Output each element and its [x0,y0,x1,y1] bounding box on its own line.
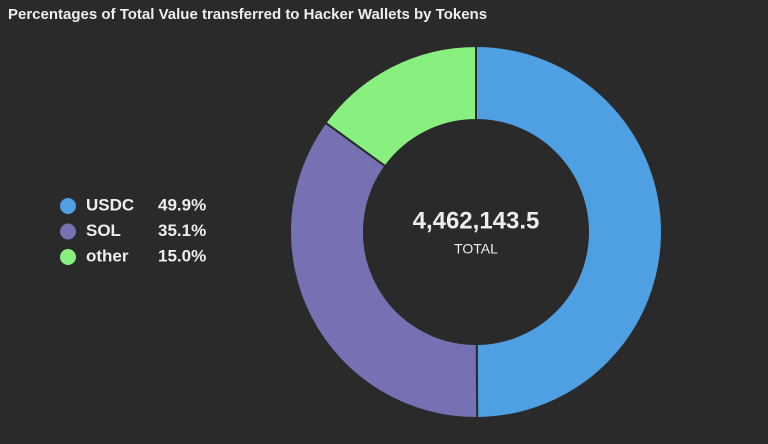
legend-marker [60,223,76,240]
chart-title: Percentages of Total Value transferred t… [8,6,487,23]
legend-value: 15.0% [158,246,206,265]
center-label: TOTAL [454,241,498,257]
legend-label: other [86,246,129,265]
legend-label: USDC [86,195,134,214]
center-value: 4,462,143.5 [413,207,540,234]
legend-marker [60,198,76,214]
donut-slice [324,44,477,168]
legend-value: 49.9% [158,195,206,214]
legend-label: SOL [86,221,121,240]
donut-slice [475,44,663,420]
legend-marker [60,249,76,265]
legend-value: 35.1% [158,221,206,240]
donut-slice [289,121,479,419]
